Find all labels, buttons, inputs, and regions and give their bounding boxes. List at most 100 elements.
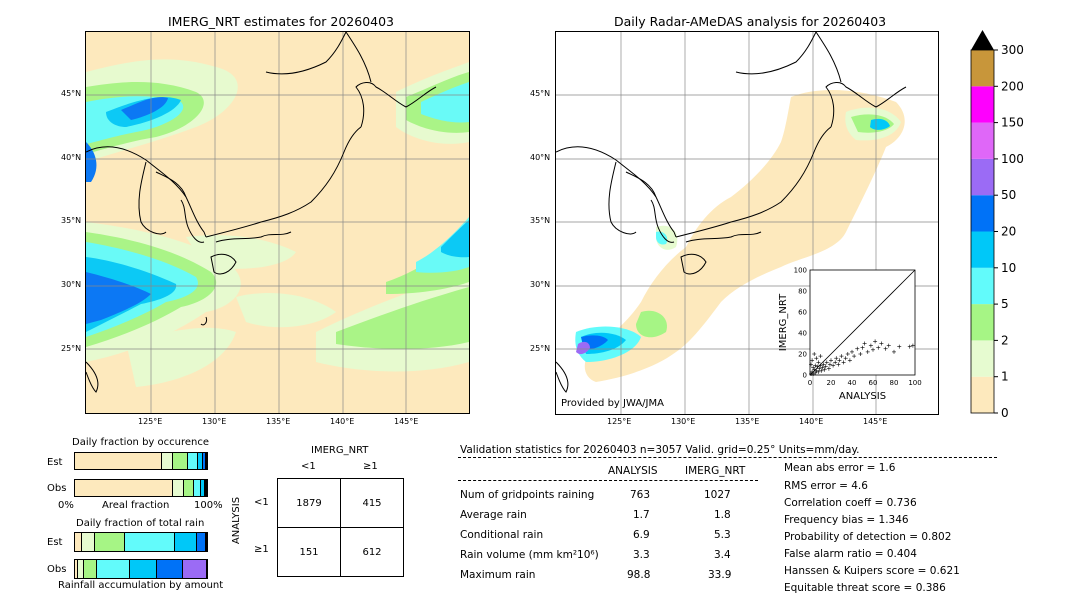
colorbar: 0 1 2 5 10 20 50 100 150 200 300 xyxy=(968,30,1068,420)
left-lon-label-130: 130°E xyxy=(202,417,227,426)
scatter-point xyxy=(818,363,823,368)
bar-segment xyxy=(124,533,175,551)
scatter-point xyxy=(839,354,844,359)
stat-label: Rain volume (mm km²10⁶) xyxy=(460,549,599,561)
scatter-point xyxy=(865,349,870,354)
stat-analysis-value: 98.8 xyxy=(627,569,651,581)
left-lon-label-140: 140°E xyxy=(330,417,355,426)
scatter-point xyxy=(852,354,857,359)
colorbar-graphic: 0 1 2 5 10 20 50 100 150 200 300 xyxy=(970,30,1024,420)
scatter-x-tick-label: 60 xyxy=(869,379,878,387)
bar-segment xyxy=(173,480,184,496)
score-line: Hanssen & Kuipers score = 0.621 xyxy=(784,565,960,577)
total-rain-est-bar xyxy=(74,532,208,552)
bar-segment xyxy=(156,560,184,578)
bar-segment xyxy=(206,480,207,496)
left-precip-field xyxy=(86,32,469,413)
stat-imerg-value: 5.3 xyxy=(714,529,731,541)
score-line: Probability of detection = 0.802 xyxy=(784,531,952,543)
occurrence-obs-bar xyxy=(74,479,208,497)
scatter-point xyxy=(836,362,841,367)
colorbar-tick-label: 10 xyxy=(1001,261,1016,275)
bar-segment xyxy=(77,560,85,578)
right-lat-label-40: 40°N xyxy=(530,153,551,162)
contingency-table: 1879 415 151 612 xyxy=(277,478,404,577)
score-line: Frequency bias = 1.346 xyxy=(784,514,909,526)
validation-col-imerg: IMERG_NRT xyxy=(685,465,746,477)
left-lat-label-35: 35°N xyxy=(61,216,82,225)
contingency-col-label-lt1: <1 xyxy=(301,461,316,472)
right-lat-label-25: 25°N xyxy=(530,344,551,353)
colorbar-tick-label: 20 xyxy=(1001,225,1016,239)
colorbar-segment xyxy=(971,340,994,377)
colorbar-segment xyxy=(971,86,994,123)
right-lat-label-30: 30°N xyxy=(530,280,551,289)
occurrence-axis-right: 100% xyxy=(194,500,223,511)
stat-imerg-value: 33.9 xyxy=(708,569,732,581)
bar-segment xyxy=(75,453,163,469)
scatter-inset: 0 0 20 20 40 40 60 60 80 80 100 100 ANALYSIS IMERG_NR… xyxy=(775,264,925,404)
scatter-point xyxy=(858,352,863,356)
scatter-point xyxy=(879,341,884,346)
colorbar-segment xyxy=(971,122,994,159)
bar-segment xyxy=(188,453,198,469)
stat-imerg-value: 3.4 xyxy=(714,549,731,561)
score-line: Correlation coeff = 0.736 xyxy=(784,497,917,509)
scatter-point xyxy=(829,358,833,363)
scatter-point xyxy=(812,352,817,356)
bar-segment xyxy=(183,480,195,496)
bar-segment xyxy=(162,453,173,469)
stat-label: Conditional rain xyxy=(460,529,544,541)
total-rain-obs-bar xyxy=(74,559,208,579)
contingency-row-title: ANALYSIS xyxy=(231,496,243,545)
scatter-point xyxy=(907,344,912,349)
scatter-point xyxy=(833,360,838,365)
colorbar-tick-label: 100 xyxy=(1001,152,1024,166)
scatter-point xyxy=(816,369,821,374)
colorbar-segment xyxy=(971,267,994,305)
bar-segment xyxy=(81,533,95,551)
stat-label: Average rain xyxy=(460,509,527,521)
scatter-y-tick-label: 80 xyxy=(798,288,807,296)
bar-segment xyxy=(206,533,207,551)
scatter-point xyxy=(813,370,818,375)
bar-segment xyxy=(172,453,189,469)
scatter-plot: 00 20 20 40 40 60 60 80 80 100 100 ANALYSIS IMERG_NR… xyxy=(778,267,922,403)
bar-segment xyxy=(197,453,203,469)
colorbar-tick-label: 1 xyxy=(1001,370,1009,384)
colorbar-extend-triangle xyxy=(971,30,994,50)
scatter-point xyxy=(814,368,819,373)
colorbar-segment xyxy=(971,195,994,232)
scatter-point xyxy=(822,367,827,372)
contingency-cell: 415 xyxy=(340,478,404,528)
occurrence-title: Daily fraction by occurence xyxy=(72,437,210,448)
total-rain-title: Daily fraction of total rain xyxy=(76,518,205,529)
colorbar-segment xyxy=(971,50,994,87)
stat-analysis-value: 6.9 xyxy=(633,529,650,541)
scatter-point xyxy=(821,362,826,367)
bar-segment xyxy=(75,560,78,578)
stat-analysis-value: 763 xyxy=(630,489,651,501)
contingency-cell: 1879 xyxy=(277,478,341,528)
right-lat-label-45: 45°N xyxy=(530,89,551,98)
scatter-y-tick-label: 100 xyxy=(794,267,807,275)
bar-segment xyxy=(84,560,98,578)
scatter-point xyxy=(826,366,831,371)
left-lat-label-25: 25°N xyxy=(61,344,82,353)
colorbar-segment xyxy=(971,304,994,341)
bar-segment xyxy=(97,560,131,578)
scatter-y-tick-label: 0 xyxy=(803,372,807,380)
scatter-point xyxy=(810,358,815,363)
scatter-x-tick-label: 20 xyxy=(827,379,836,387)
scatter-point xyxy=(845,352,850,356)
left-lon-label-125: 125°E xyxy=(138,417,163,426)
colorbar-segment xyxy=(971,376,994,413)
scatter-x-tick-label: 80 xyxy=(890,379,899,387)
colorbar-tick-label: 50 xyxy=(1001,188,1016,202)
left-lon-label-135: 135°E xyxy=(266,417,291,426)
left-lat-label-40: 40°N xyxy=(61,153,82,162)
occurrence-row-obs: Obs xyxy=(47,483,67,494)
bar-segment xyxy=(204,480,206,496)
scatter-point xyxy=(818,354,823,359)
data-provider-credit: Provided by JWA/JMA xyxy=(561,398,664,409)
